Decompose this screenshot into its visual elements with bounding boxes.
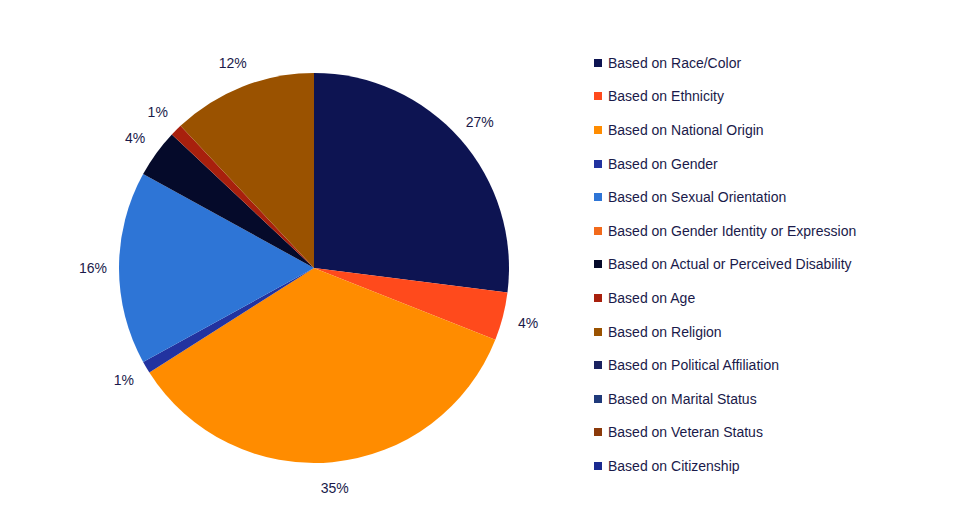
html-text:Based on Veteran Status: Based on Veteran Status xyxy=(608,424,763,441)
html-text:Based on Age: Based on Age xyxy=(608,290,696,306)
svg-text:27%: 27% xyxy=(466,114,494,130)
html-text:Based on Actual or Perceived D: Based on Actual or Perceived Disability xyxy=(608,256,852,273)
html-text:Based on Ethnicity: Based on Ethnicity xyxy=(608,88,724,105)
html-text:Based on Citizenship: Based on Citizenship xyxy=(608,457,740,474)
svg-text:1%: 1% xyxy=(114,372,134,388)
svg-text:4%: 4% xyxy=(125,130,145,146)
html-text:Based on Race/Color: Based on Race/Color xyxy=(608,54,742,71)
svg-text:1%: 1% xyxy=(148,104,168,120)
svg-text:12%: 12% xyxy=(219,55,247,71)
html-text:Based on Gender: Based on Gender xyxy=(608,155,718,172)
html-text:Based on Marital Status: Based on Marital Status xyxy=(608,390,757,407)
html-text:Based on Sexual Orientation: Based on Sexual Orientation xyxy=(608,189,787,206)
svg-text:35%: 35% xyxy=(321,480,349,496)
svg-text:16%: 16% xyxy=(79,260,107,276)
html-text:Based on National Origin: Based on National Origin xyxy=(608,122,764,138)
html-text:Based on Political Affiliation: Based on Political Affiliation xyxy=(608,357,779,374)
svg-text:4%: 4% xyxy=(518,315,538,331)
html-text:Based on Religion: Based on Religion xyxy=(608,323,722,340)
html-text:Based on Gender Identity or Ex: Based on Gender Identity or Expression xyxy=(608,222,857,239)
